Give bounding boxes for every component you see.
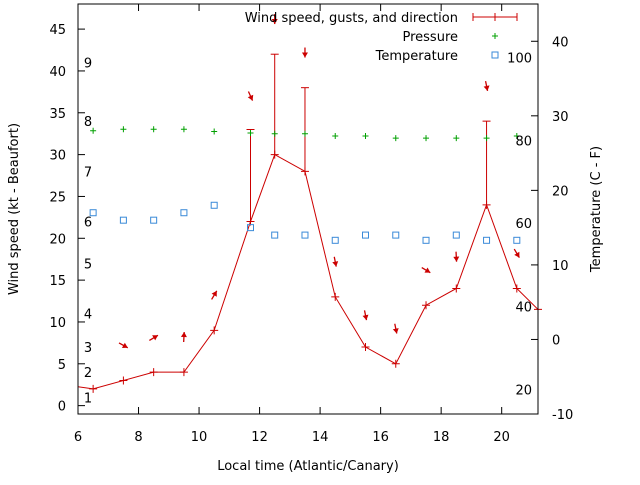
y-axis-title-right: Temperature (C - F) xyxy=(589,146,604,273)
legend-label-pressure: Pressure xyxy=(402,30,458,45)
y-left-tick-label: 0 xyxy=(58,400,66,415)
legend: Wind speed, gusts, and direction Pressure… xyxy=(245,11,517,64)
x-tick-label: 16 xyxy=(372,430,389,445)
beaufort-label: 7 xyxy=(84,165,92,180)
y-axis-title-left: Wind speed (kt - Beaufort) xyxy=(7,123,22,295)
temperature-point xyxy=(211,202,217,208)
wind-point xyxy=(150,368,158,376)
wind-arrow-head xyxy=(363,315,369,320)
y-right-tick-label: 20 xyxy=(552,184,569,199)
y-left-tick-label: 35 xyxy=(49,107,66,122)
beaufort-label: 9 xyxy=(84,57,92,72)
y-left-tick-label: 5 xyxy=(58,358,66,373)
temperature-point xyxy=(453,232,459,238)
x-tick-label: 8 xyxy=(134,430,142,445)
y-left-tick-label: 20 xyxy=(49,232,66,247)
wind-arrow-head xyxy=(453,257,459,262)
y-right-tick-label: 0 xyxy=(552,333,560,348)
pressure-point xyxy=(453,135,459,141)
wind-point xyxy=(392,360,400,368)
x-tick-label: 12 xyxy=(251,430,268,445)
pressure-point xyxy=(332,133,338,139)
y-left-tick-label: 15 xyxy=(49,274,66,289)
x-tick-label: 18 xyxy=(433,430,450,445)
pressure-point xyxy=(393,135,399,141)
beaufort-label: 6 xyxy=(84,216,92,231)
labels-layer: 1 2 3 4 5 6 7 8 9 20 40 60 80 100 xyxy=(84,52,532,407)
wind-arrow-head xyxy=(181,332,187,337)
beaufort-label: 5 xyxy=(84,257,92,272)
wind-point xyxy=(452,284,460,292)
pressure-point xyxy=(120,126,126,132)
pressure-point xyxy=(181,126,187,132)
pressure-point xyxy=(302,131,308,137)
wind-arrow-head xyxy=(484,85,490,90)
plot-frame xyxy=(78,4,538,414)
legend-label-wind: Wind speed, gusts, and direction xyxy=(245,11,458,26)
y-right-tick-label: -10 xyxy=(552,408,573,423)
beaufort-label: 2 xyxy=(84,366,92,381)
temperature-point xyxy=(484,237,490,243)
temperature-point xyxy=(423,237,429,243)
fahrenheit-label: 80 xyxy=(515,134,532,149)
y-left-tick-label: 40 xyxy=(49,65,66,80)
pressure-point xyxy=(423,135,429,141)
temperature-point xyxy=(181,210,187,216)
y-left-tick-label: 45 xyxy=(49,23,66,38)
x-tick-label: 6 xyxy=(74,430,82,445)
fahrenheit-label: 40 xyxy=(515,301,532,316)
beaufort-label: 4 xyxy=(84,308,92,323)
x-tick-label: 14 xyxy=(312,430,329,445)
legend-swatch-temperature xyxy=(492,52,498,58)
wind-arrow-head xyxy=(332,261,338,266)
beaufort-label: 8 xyxy=(84,115,92,130)
wind-point xyxy=(331,293,339,301)
wind-speed-line xyxy=(63,155,538,389)
y-left-tick-label: 30 xyxy=(49,149,66,164)
temperature-point xyxy=(272,232,278,238)
legend-label-temperature: Temperature xyxy=(375,49,458,64)
pressure-point xyxy=(484,135,490,141)
x-tick-label: 20 xyxy=(493,430,510,445)
fahrenheit-label: 20 xyxy=(515,383,532,398)
temperature-point xyxy=(514,237,520,243)
wind-point xyxy=(422,301,430,309)
temperature-point xyxy=(151,217,157,223)
y-left-tick-label: 25 xyxy=(49,190,66,205)
beaufort-label: 1 xyxy=(84,391,92,406)
beaufort-label: 3 xyxy=(84,341,92,356)
temperature-point xyxy=(120,217,126,223)
temperature-point xyxy=(302,232,308,238)
x-tick-label: 10 xyxy=(191,430,208,445)
pressure-point xyxy=(363,133,369,139)
y-right-tick-label: 40 xyxy=(552,35,569,50)
temperature-point xyxy=(393,232,399,238)
fahrenheit-label: 60 xyxy=(515,217,532,232)
wind-point xyxy=(180,368,188,376)
wind-point xyxy=(119,377,127,385)
pressure-point xyxy=(211,128,217,134)
pressure-point xyxy=(151,126,157,132)
temperature-point xyxy=(332,237,338,243)
y-left-tick-label: 10 xyxy=(49,316,66,331)
wind-arrow-head xyxy=(393,328,399,333)
legend-swatch-pressure xyxy=(492,33,498,39)
wind-arrow-head xyxy=(302,53,308,58)
wind-point xyxy=(362,343,370,351)
x-axis-title: Local time (Atlantic/Canary) xyxy=(217,459,399,474)
wind-point xyxy=(210,326,218,334)
y-right-tick-label: 10 xyxy=(552,259,569,274)
y-right-tick-label: 30 xyxy=(552,110,569,125)
pressure-point xyxy=(248,130,254,136)
temperature-point xyxy=(363,232,369,238)
series-layer xyxy=(63,14,542,393)
pressure-point xyxy=(272,131,278,137)
fahrenheit-label: 100 xyxy=(507,52,532,67)
